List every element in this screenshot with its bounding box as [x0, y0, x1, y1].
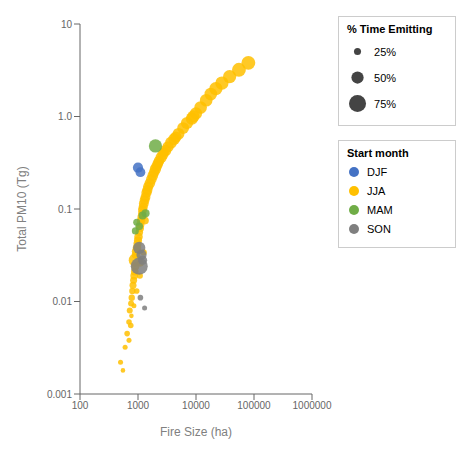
html-text:% Time Emitting: % Time Emitting	[347, 23, 433, 35]
svg-text:100: 100	[72, 400, 89, 411]
svg-text:100000: 100000	[237, 400, 271, 411]
svg-text:1000: 1000	[127, 400, 150, 411]
html-text:SON: SON	[367, 223, 391, 235]
html-text:25%: 25%	[374, 45, 396, 58]
html-text:75%: 75%	[374, 97, 396, 110]
svg-text:10000: 10000	[182, 400, 210, 411]
svg-text:Fire Size (ha): Fire Size (ha)	[160, 425, 232, 439]
svg-text:1000000: 1000000	[293, 400, 332, 411]
svg-text:10: 10	[61, 19, 73, 30]
svg-text:0.001: 0.001	[47, 389, 72, 400]
svg-text:1.0: 1.0	[58, 111, 72, 122]
html-text:DJF: DJF	[367, 166, 388, 178]
svg-text:0.01: 0.01	[53, 296, 73, 307]
html-text:Start month: Start month	[347, 147, 409, 159]
html-text:JJA: JJA	[367, 185, 386, 197]
html-text:50%: 50%	[374, 71, 396, 84]
svg-text:Total PM10 (Tg): Total PM10 (Tg)	[15, 166, 29, 251]
html-text:MAM: MAM	[367, 204, 393, 216]
svg-text:0.1: 0.1	[58, 204, 72, 215]
